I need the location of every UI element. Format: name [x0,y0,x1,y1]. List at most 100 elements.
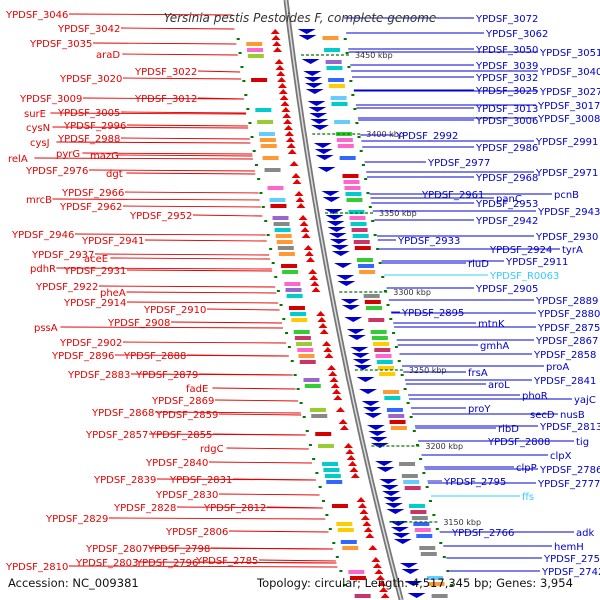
left-strand-arrow [301,233,311,238]
right-gene-label: hemH [554,542,584,553]
left-gene-label: YPDSF_2908 [107,318,170,329]
left-gene-label: YPDSF_3042 [57,24,120,35]
left-gene-label: rdgC [200,444,224,455]
right-strand-arrow [351,353,370,358]
left-strand-arrow [330,383,340,388]
left-strand-arrow [363,527,373,532]
feature-block [262,156,279,160]
left-connector-line [74,233,266,236]
left-gene-label: dgt [106,169,123,180]
feature-block [298,354,315,358]
left-connector-line [208,461,313,464]
accession-text: Accession: NC_009381 [8,576,139,590]
left-gene-label: YPDSF_3020 [59,74,122,85]
left-connector-line [212,387,296,390]
right-strand-arrow [324,209,343,214]
feature-block [340,540,357,544]
track-dot [389,318,393,320]
track-dot [355,122,359,124]
track-dot [242,80,246,82]
left-strand-arrow [318,323,328,328]
left-gene-label: YPDSF_2796 [135,558,198,569]
left-strand-arrow [304,251,314,256]
feature-block [291,318,308,322]
track-dot [240,66,244,68]
left-gene-label: YPDSF_2922 [35,282,98,293]
left-connector-line [186,354,289,357]
track-dot [432,514,436,516]
track-dot [397,360,401,362]
left-connector-line [110,257,270,260]
left-connector-line [232,478,317,481]
left-strand-arrow [273,47,283,52]
feature-block [247,48,264,52]
backbone-highlight [285,0,402,600]
feature-block [285,288,302,292]
left-strand-arrow [271,35,281,40]
right-gene-label: YPDSF_2867 [535,336,598,347]
right-strand-arrow [392,533,411,538]
left-connector-line [98,285,276,288]
track-dot [381,276,385,278]
left-gene-label: YPDSF_2855 [149,430,212,441]
feature-block [326,66,343,70]
feature-block [273,222,290,226]
feature-block [324,48,341,52]
left-gene-label: surE [24,109,46,120]
right-gene-label: ribD [498,424,519,435]
track-dot [347,66,351,68]
right-strand-arrow [361,401,380,406]
feature-block [326,480,343,484]
feature-block [294,336,311,340]
left-strand-arrow [292,179,302,184]
track-dot [269,248,273,250]
track-dot [383,290,387,292]
track-dot [345,52,349,54]
right-gene-label: YPDSF_2858 [533,350,596,361]
left-connector-line [226,447,309,450]
feature-block [349,216,366,220]
left-gene-label: YPDSF_2869 [151,396,214,407]
left-connector-line [198,561,337,564]
track-dot [287,346,291,348]
left-strand-arrow [335,407,345,412]
left-strand-arrow [280,101,290,106]
feature-block [365,306,382,310]
right-strand-arrow [370,443,389,448]
track-dot [274,276,278,278]
left-connector-line [126,172,256,175]
feature-block [343,180,360,184]
track-dot [394,346,398,348]
left-gene-label: YPDSF_2810 [5,562,68,573]
left-strand-arrow [375,575,385,580]
right-gene-label: YPDSF_2930 [535,232,598,243]
right-gene-label: YPDSF_3039 [475,61,538,72]
left-strand-arrow [379,587,389,592]
feature-block [384,396,401,400]
left-strand-arrow [329,377,339,382]
right-gene-label: gmhA [480,341,509,352]
track-dot [335,556,339,558]
feature-block [309,408,326,412]
left-connector-line [122,77,242,80]
track-dot [361,164,365,166]
left-strand-arrow [343,443,353,448]
right-strand-arrow [346,329,365,334]
right-gene-label: YPDSF_3062 [485,29,548,40]
left-connector-line [198,373,293,376]
feature-block [324,474,341,478]
right-strand-arrow [325,215,344,220]
right-gene-label: YPDSF_2766 [451,528,514,539]
right-gene-label: YPDSF_2742 [541,567,600,578]
feature-block [414,528,431,532]
left-connector-line [126,291,277,294]
track-dot [386,304,390,306]
feature-block [356,258,373,262]
feature-block [413,522,430,526]
left-connector-line [210,547,333,550]
left-strand-arrow [348,461,358,466]
right-gene-label: nusB [560,410,585,421]
track-dot [250,136,254,138]
right-gene-label: rluD [468,259,489,270]
left-strand-arrow [365,533,375,538]
